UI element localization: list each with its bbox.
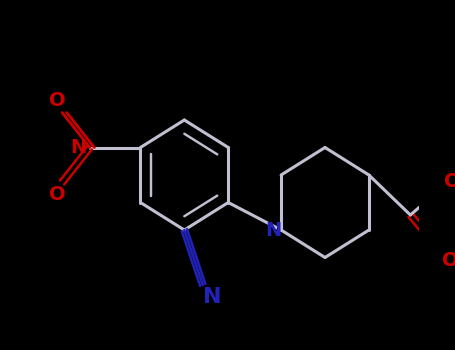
Text: O: O (442, 252, 455, 271)
Text: N: N (203, 287, 221, 307)
Text: O: O (444, 173, 455, 191)
Text: N: N (266, 220, 282, 239)
Text: O: O (49, 91, 66, 110)
Text: O: O (49, 185, 66, 204)
Text: N: N (71, 138, 87, 157)
